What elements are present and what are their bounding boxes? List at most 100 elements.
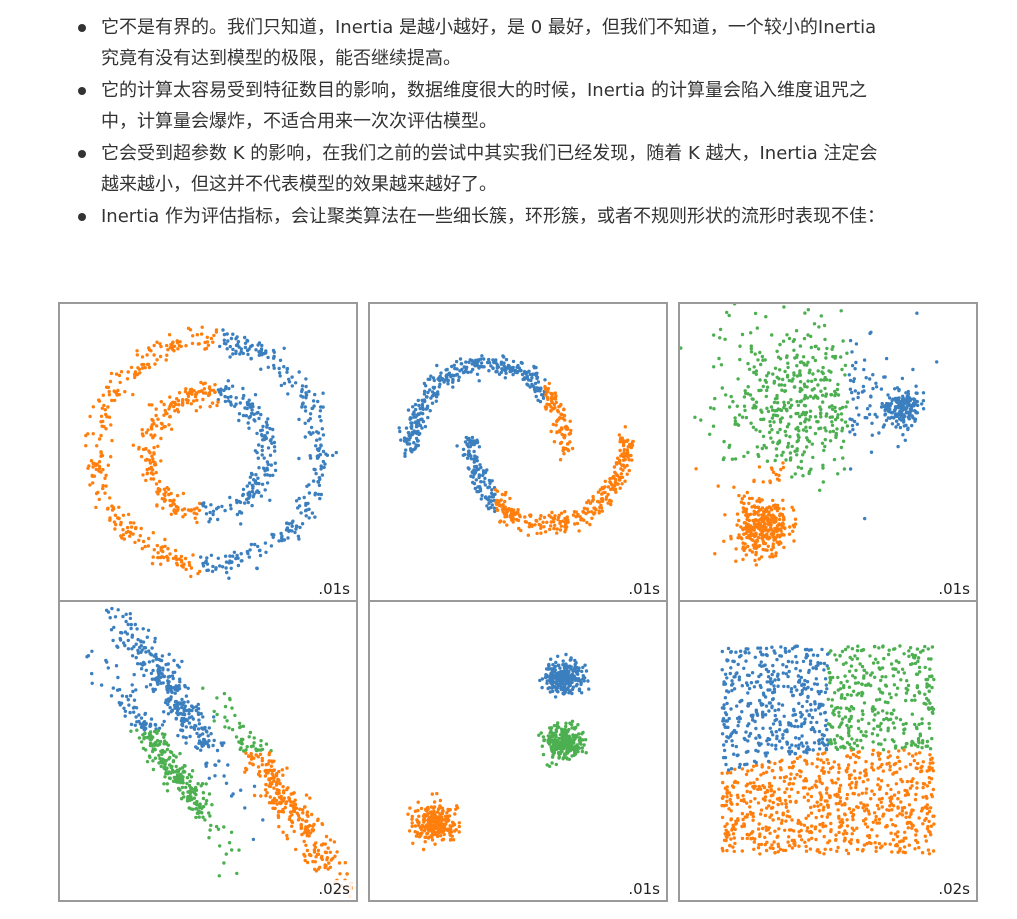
scatter-point <box>830 423 835 427</box>
scatter-point <box>892 409 897 413</box>
scatter-point <box>763 528 768 532</box>
scatter-point <box>507 507 511 511</box>
scatter-point <box>310 406 314 411</box>
scatter-point <box>870 752 875 757</box>
scatter-point <box>551 517 555 521</box>
scatter-point <box>740 415 745 419</box>
scatter-point <box>151 531 155 535</box>
scatter-point <box>560 427 564 431</box>
scatter-point <box>753 533 758 537</box>
scatter-point <box>126 698 130 702</box>
scatter-point <box>129 622 133 627</box>
scatter-point <box>99 414 104 418</box>
scatter-point <box>316 492 321 496</box>
scatter-point <box>311 399 316 403</box>
scatter-point <box>746 361 750 366</box>
scatter-point <box>564 522 568 527</box>
scatter-point <box>228 503 233 507</box>
scatter-point <box>191 705 195 710</box>
scatter-point <box>594 507 598 512</box>
scatter-point <box>246 352 250 357</box>
scatter-point <box>168 552 172 556</box>
scatter-point <box>410 817 414 821</box>
scatter-point <box>153 756 158 760</box>
scatter-point <box>552 440 557 444</box>
scatter-point <box>256 544 260 549</box>
scatter-point <box>229 794 234 798</box>
scatter-point <box>845 424 850 428</box>
scatter-point <box>120 536 124 540</box>
scatter-point <box>551 731 555 735</box>
scatter-point <box>781 521 785 525</box>
scatter-point <box>245 400 250 405</box>
scatter-point <box>282 796 286 800</box>
scatter-point <box>197 739 202 743</box>
scatter-point <box>755 326 759 330</box>
scatter-point <box>187 721 192 725</box>
scatter-point <box>226 339 230 343</box>
scatter-point <box>158 555 163 560</box>
scatter-point <box>424 824 428 828</box>
scatter-point <box>139 662 143 666</box>
scatter-point <box>168 705 172 710</box>
scatter-point <box>145 760 150 764</box>
scatter-point <box>302 852 306 857</box>
scatter-point <box>826 761 831 765</box>
scatter-point <box>483 476 487 481</box>
scatter-point <box>177 557 182 561</box>
scatter-point <box>319 492 323 497</box>
scatter-point <box>161 549 165 554</box>
scatter-point <box>547 686 552 690</box>
scatter-point <box>210 401 215 405</box>
scatter-point <box>776 407 780 411</box>
scatter-point <box>140 428 144 432</box>
scatter-point <box>207 386 212 390</box>
scatter-point <box>183 685 187 689</box>
scatter-point <box>806 814 811 818</box>
scatter-point <box>579 682 583 687</box>
scatter-point <box>231 332 235 336</box>
scatter-point <box>565 729 570 733</box>
scatter-point <box>287 380 292 384</box>
scatter-point <box>758 528 763 532</box>
scatter-point <box>128 694 133 698</box>
scatter-point <box>897 412 901 417</box>
scatter-point <box>171 556 176 561</box>
scatter-point <box>85 655 89 659</box>
scatter-point <box>256 765 261 769</box>
scatter-point <box>408 806 412 810</box>
scatter-point <box>761 434 766 439</box>
scatter-point <box>725 791 729 795</box>
scatter-point <box>773 537 777 542</box>
scatter-point <box>265 423 269 427</box>
scatter-point <box>778 513 782 518</box>
scatter-point <box>569 665 573 669</box>
scatter-point <box>745 836 749 841</box>
scatter-point <box>299 824 303 828</box>
scatter-point <box>866 778 870 782</box>
scatter-point <box>842 684 846 688</box>
scatter-point <box>603 485 607 489</box>
scatter-point <box>559 727 564 731</box>
scatter-point <box>820 393 825 397</box>
scatter-point <box>821 466 825 470</box>
scatter-point <box>249 357 253 361</box>
scatter-point <box>225 332 229 336</box>
scatter-point <box>402 436 407 440</box>
scatter-point <box>787 336 792 341</box>
scatter-point <box>228 355 232 359</box>
scatter-point <box>555 430 559 435</box>
scatter-point <box>211 743 215 748</box>
scatter-point <box>268 781 272 785</box>
scatter-point <box>562 689 567 693</box>
scatter-point <box>549 524 553 528</box>
scatter-point <box>151 472 155 476</box>
scatter-point <box>292 791 296 795</box>
scatter-point <box>914 384 918 388</box>
scatter-point <box>798 380 803 384</box>
scatter-point <box>791 339 795 344</box>
scatter-point <box>474 478 478 482</box>
scatter-point <box>551 680 556 684</box>
scatter-point <box>558 416 562 420</box>
scatter-point <box>219 387 223 391</box>
